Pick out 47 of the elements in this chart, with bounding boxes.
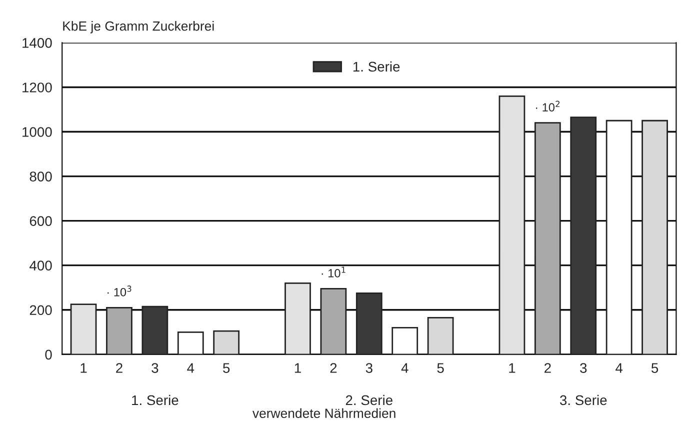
- x-tick-label: 5: [223, 363, 230, 373]
- bar: [392, 326, 418, 354]
- y-axis-title: KbE je Gramm Zuckerbrei: [63, 21, 214, 34]
- annotation: · 10$^{1}$: [322, 266, 346, 278]
- bar: [498, 95, 526, 354]
- bar: [70, 304, 97, 354]
- bar: [356, 292, 382, 354]
- x-tick-label: 3: [580, 363, 587, 373]
- text: 3. Serie: [560, 394, 607, 406]
- x-tick-label: 1: [509, 363, 516, 373]
- text: 2. Serie: [346, 394, 392, 406]
- y-tick-label: 800: [30, 172, 52, 182]
- bar: [213, 330, 240, 354]
- y-tick-label: 200: [30, 305, 52, 316]
- bar: [642, 120, 668, 354]
- y-tick-label: 1400: [22, 38, 52, 48]
- bar: [570, 116, 597, 354]
- x-tick-label: 1: [80, 363, 87, 373]
- x-tick-label: 4: [401, 363, 408, 373]
- bar: [427, 316, 454, 354]
- bar: [320, 288, 347, 354]
- y-tick-label: 400: [30, 260, 52, 271]
- x-tick-label: 2: [330, 363, 337, 373]
- x-tick-label: 3: [366, 363, 372, 373]
- y-tick-label: 600: [30, 216, 52, 226]
- y-tick-label: 1200: [22, 82, 52, 92]
- bar: [534, 122, 561, 354]
- bar: [284, 282, 311, 354]
- bar: [606, 120, 632, 354]
- x-tick-label: 2: [116, 363, 122, 373]
- x-tick-label: 4: [616, 363, 623, 373]
- annotation: · 10$^{2}$: [536, 100, 560, 112]
- x-tick-label: 5: [651, 363, 658, 373]
- x-axis-title: verwendete Nährmedien: [252, 408, 396, 418]
- y-tick-label: 0: [45, 350, 52, 360]
- x-tick-label: 4: [187, 363, 194, 373]
- y-tick-label: 1000: [22, 127, 52, 137]
- annotation: · 10$^{3}$: [108, 286, 132, 296]
- x-tick-label: 5: [437, 363, 444, 373]
- bar: [177, 331, 204, 354]
- bar: [106, 306, 132, 354]
- x-tick-label: 2: [544, 363, 551, 373]
- bar: [142, 306, 168, 354]
- x-tick-label: 1: [294, 363, 301, 373]
- text: 1. Serie: [132, 394, 178, 406]
- x-tick-label: 3: [152, 363, 158, 373]
- legend-label: 1. Serie: [353, 61, 400, 72]
